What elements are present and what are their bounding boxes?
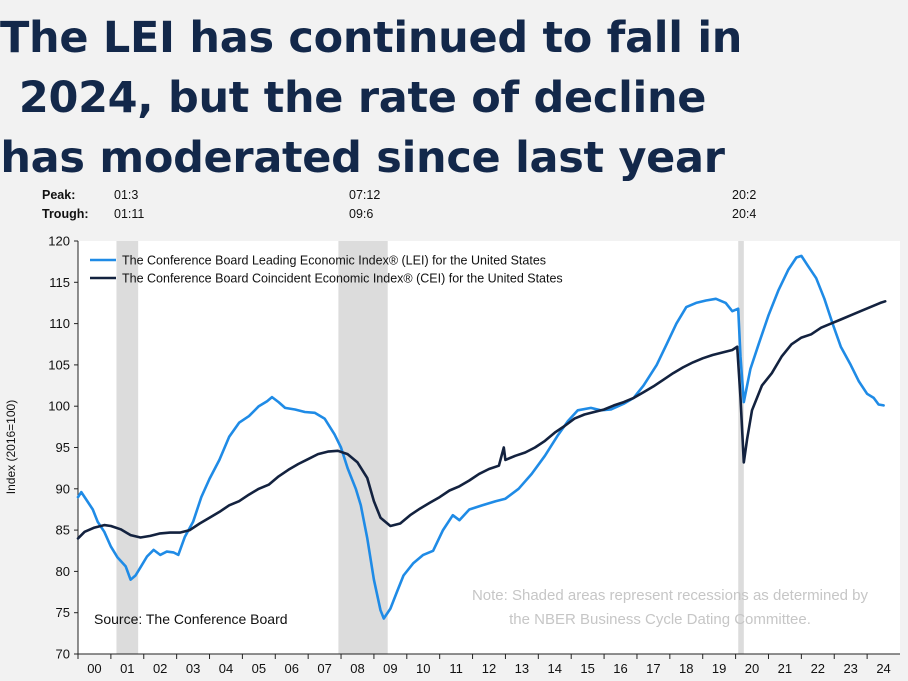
x-tick-label: 18 <box>679 661 693 676</box>
x-tick-label: 04 <box>219 661 233 676</box>
x-tick-label: 20 <box>745 661 759 676</box>
x-tick-label: 21 <box>778 661 792 676</box>
x-tick-label: 07 <box>317 661 331 676</box>
trough-date: 01:11 <box>114 207 145 221</box>
x-tick-label: 05 <box>252 661 266 676</box>
legend-label-cei: The Conference Board Coincident Economic… <box>122 272 563 286</box>
x-tick-label: 06 <box>284 661 298 676</box>
x-tick-label: 00 <box>87 661 101 676</box>
headline: The LEI has continued to fall in 2024, b… <box>0 8 743 188</box>
y-tick-label: 85 <box>56 523 70 538</box>
source-note: Source: The Conference Board <box>94 611 288 627</box>
headline-line-1: The LEI has continued to fall in <box>0 13 743 63</box>
recession-band <box>116 241 139 654</box>
x-tick-label: 10 <box>416 661 430 676</box>
x-tick-label: 09 <box>383 661 397 676</box>
x-tick-label: 16 <box>613 661 627 676</box>
y-tick-label: 115 <box>49 275 70 290</box>
x-tick-label: 11 <box>449 661 463 676</box>
x-tick-label: 08 <box>350 661 364 676</box>
x-tick-label: 23 <box>843 661 857 676</box>
y-tick-label: 95 <box>56 440 70 455</box>
recession-band <box>738 241 744 654</box>
plot-background <box>78 241 900 654</box>
cei-line <box>76 300 887 540</box>
x-tick-label: 19 <box>712 661 726 676</box>
y-axis-label: Index (2016=100) <box>4 400 18 494</box>
recession-note-line-2: the NBER Business Cycle Dating Committee… <box>509 611 811 628</box>
x-tick-label: 15 <box>580 661 594 676</box>
y-tick-label: 110 <box>49 316 70 331</box>
x-tick-label: 14 <box>548 661 562 676</box>
x-tick-label: 03 <box>186 661 200 676</box>
y-tick-label: 70 <box>56 647 70 662</box>
x-tick-label: 17 <box>646 661 660 676</box>
x-tick-label: 12 <box>482 661 496 676</box>
x-tick-label: 02 <box>153 661 167 676</box>
x-tick-label: 13 <box>515 661 529 676</box>
y-tick-label: 120 <box>48 234 70 249</box>
y-tick-label: 80 <box>56 564 70 579</box>
headline-line-3: has moderated since last year <box>0 133 725 183</box>
lei-line <box>76 254 885 620</box>
legend-label-lei: The Conference Board Leading Economic In… <box>122 254 546 268</box>
trough-date: 20:4 <box>732 207 757 221</box>
y-tick-label: 90 <box>56 481 70 496</box>
peak-label: Peak: <box>42 188 76 202</box>
peak-date: 20:2 <box>732 188 757 202</box>
y-tick-label: 105 <box>48 357 70 372</box>
peak-date: 07:12 <box>349 188 381 202</box>
headline-line-2: 2024, but the rate of decline <box>18 73 707 123</box>
x-tick-label: 01 <box>120 661 134 676</box>
x-tick-label: 22 <box>811 661 825 676</box>
trough-label: Trough: <box>42 207 89 221</box>
trough-date: 09:6 <box>349 207 374 221</box>
peak-date: 01:3 <box>114 188 139 202</box>
y-tick-label: 100 <box>48 399 70 414</box>
x-tick-label: 24 <box>876 661 890 676</box>
y-tick-label: 75 <box>56 605 70 620</box>
recession-band <box>338 241 388 654</box>
recession-note-line-1: Note: Shaded areas represent recessions … <box>472 587 869 604</box>
